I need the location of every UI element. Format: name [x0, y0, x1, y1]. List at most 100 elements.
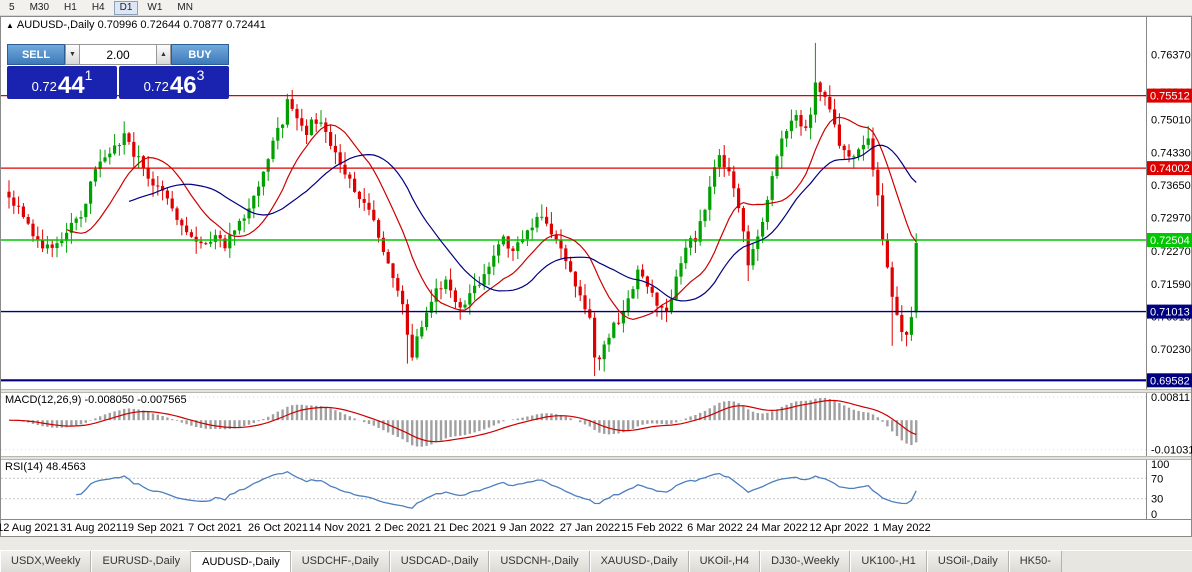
- spin-down-icon: ▼: [69, 51, 76, 58]
- buy-price-base: 0.72: [143, 79, 169, 94]
- price-axis-label: 0.75010: [1151, 115, 1191, 127]
- date-label: 15 Feb 2022: [621, 522, 683, 534]
- chart-tab[interactable]: USOil-,Daily: [926, 551, 1009, 572]
- chart-tab[interactable]: USDCAD-,Daily: [389, 551, 490, 572]
- timeframe-button[interactable]: W1: [141, 1, 168, 15]
- macd-values: -0.008050 -0.007565: [84, 394, 187, 406]
- sell-price-base: 0.72: [31, 79, 57, 94]
- rsi-label: RSI(14) 48.4563: [5, 461, 86, 473]
- timeframe-button[interactable]: M30: [24, 1, 55, 15]
- price-badge: 0.72504: [1147, 233, 1192, 247]
- timeframe-toolbar: 5 M30 H1 H4 D1 W1 MN: [0, 0, 1192, 16]
- date-label: 27 Jan 2022: [559, 522, 621, 534]
- date-label: 9 Jan 2022: [499, 522, 555, 534]
- pane-separator[interactable]: [1, 389, 1191, 393]
- symbol-marker-icon: ▲: [6, 21, 14, 30]
- rsi-axis-label: 70: [1151, 473, 1163, 485]
- date-label: 1 May 2022: [873, 522, 931, 534]
- lot-decrease-button[interactable]: ▼: [65, 44, 80, 65]
- timeframe-button[interactable]: H1: [58, 1, 83, 15]
- sell-button[interactable]: SELL: [7, 44, 65, 65]
- price-badge: 0.75512: [1147, 88, 1192, 103]
- chart-tab[interactable]: USDX,Weekly: [0, 551, 92, 572]
- timeframe-button[interactable]: 5: [3, 1, 21, 15]
- price-axis-label: 0.72970: [1151, 213, 1191, 225]
- sell-price[interactable]: 0.72 44 1: [7, 66, 117, 99]
- chart-tab[interactable]: EURUSD-,Daily: [91, 551, 192, 572]
- chart-title: ▲ AUDUSD-,Daily 0.70996 0.72644 0.70877 0…: [6, 19, 266, 31]
- ohlc-values: 0.70996 0.72644 0.70877 0.72441: [97, 19, 266, 31]
- price-axis-label: 0.73650: [1151, 180, 1191, 192]
- moving-average-26: [128, 144, 917, 302]
- sell-price-big: 44: [57, 71, 85, 99]
- svg-text:0.74002: 0.74002: [1150, 163, 1190, 175]
- date-label: 31 Aug 2021: [60, 522, 122, 534]
- chart-tab[interactable]: UKOil-,H4: [688, 551, 761, 572]
- lot-size-input[interactable]: [80, 44, 156, 65]
- buy-price[interactable]: 0.72 46 3: [119, 66, 229, 99]
- price-axis-label: 0.71590: [1151, 279, 1191, 291]
- date-label: 12 Apr 2022: [809, 522, 869, 534]
- price-axis-label: 0.74330: [1151, 147, 1191, 159]
- rsi-axis-label: 100: [1151, 460, 1169, 471]
- price-axis-label: 0.72270: [1151, 246, 1191, 258]
- date-label: 7 Oct 2021: [188, 522, 242, 534]
- chart-tabbar: USDX,Weekly EURUSD-,Daily AUDUSD-,Daily USD…: [0, 550, 1192, 572]
- rsi-line: [76, 470, 917, 509]
- rsi-pane: 100 70 30 0 RSI(14) 48.4563: [1, 460, 1191, 519]
- rsi-value: 48.4563: [45, 461, 86, 473]
- time-axis[interactable]: 12 Aug 2021 31 Aug 2021 19 Sep 2021 7 Oct 2…: [0, 519, 1191, 536]
- timeframe-button[interactable]: D1: [113, 0, 139, 15]
- price-axis-label: 0.76370: [1151, 49, 1191, 61]
- svg-text:0.72504: 0.72504: [1150, 235, 1190, 247]
- moving-average-13: [66, 116, 917, 321]
- timeframe-button[interactable]: H4: [86, 1, 111, 15]
- chart-tab[interactable]: XAUUSD-,Daily: [589, 551, 689, 572]
- window-resize-strip: [0, 537, 1192, 550]
- lot-increase-button[interactable]: ▲: [156, 44, 171, 65]
- date-label: 2 Dec 2021: [374, 522, 432, 534]
- chart-tab[interactable]: DJ30-,Weekly: [760, 551, 851, 572]
- pane-separator[interactable]: [1, 456, 1191, 460]
- buy-price-pip: 3: [196, 67, 205, 83]
- date-label: 14 Nov 2021: [308, 522, 372, 534]
- chart-window: 0.763700.755900.750100.743300.736500.729…: [0, 16, 1192, 537]
- macd-chart[interactable]: 0.00811 -0.01031: [1, 393, 1192, 456]
- date-label: 24 Mar 2022: [746, 522, 808, 534]
- date-label: 6 Mar 2022: [687, 522, 743, 534]
- rsi-chart[interactable]: 100 70 30 0: [1, 460, 1192, 519]
- macd-label: MACD(12,26,9) -0.008050 -0.007565: [5, 394, 187, 406]
- svg-text:0.69582: 0.69582: [1150, 375, 1190, 387]
- price-badge: 0.74002: [1147, 161, 1192, 176]
- svg-text:0.75512: 0.75512: [1150, 91, 1190, 103]
- price-badge: 0.69582: [1147, 373, 1192, 388]
- date-label: 21 Dec 2021: [433, 522, 497, 534]
- candles-layer: [7, 42, 918, 376]
- rsi-axis-label: 30: [1151, 494, 1163, 506]
- price-pane: 0.763700.755900.750100.743300.736500.729…: [1, 17, 1192, 389]
- trade-panel-prices: 0.72 44 1 0.72 46 3: [7, 66, 229, 99]
- price-badge: 0.71013: [1147, 304, 1192, 319]
- macd-axis-label: -0.01031: [1151, 445, 1192, 456]
- date-label: 12 Aug 2021: [0, 522, 59, 534]
- rsi-name: RSI(14): [5, 461, 43, 473]
- buy-price-big: 46: [169, 71, 197, 99]
- trade-panel-controls: SELL ▼ ▲ BUY: [7, 44, 229, 65]
- chart-tab[interactable]: USDCHF-,Daily: [290, 551, 390, 572]
- timeframe-button[interactable]: MN: [171, 1, 199, 15]
- macd-signal-line: [8, 399, 917, 443]
- date-label: 19 Sep 2021: [121, 522, 185, 534]
- chart-tab[interactable]: USDCNH-,Daily: [489, 551, 590, 572]
- chart-tab[interactable]: UK100-,H1: [850, 551, 927, 572]
- buy-button[interactable]: BUY: [171, 44, 229, 65]
- macd-axis-label: 0.00811: [1151, 393, 1190, 404]
- rsi-axis-label: 0: [1151, 509, 1157, 519]
- chart-tab[interactable]: HK50-: [1008, 551, 1062, 572]
- chart-tab[interactable]: AUDUSD-,Daily: [191, 551, 291, 572]
- price-chart[interactable]: 0.763700.755900.750100.743300.736500.729…: [1, 17, 1192, 389]
- macd-histogram: [12, 398, 918, 447]
- spin-up-icon: ▲: [160, 51, 167, 58]
- sell-price-pip: 1: [84, 67, 93, 83]
